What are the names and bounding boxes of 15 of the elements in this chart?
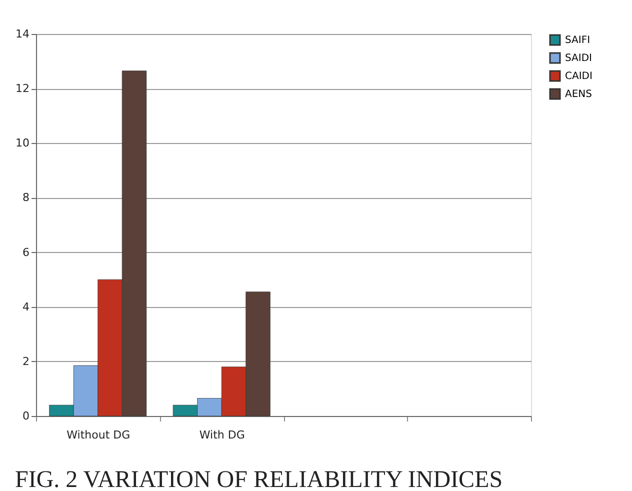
y-tick-label: 6: [22, 246, 30, 259]
legend-label: SAIDI: [565, 53, 592, 64]
legend-label: AENS: [565, 89, 592, 100]
legend-label: SAIFI: [565, 35, 590, 46]
y-tick-label: 12: [16, 82, 30, 96]
y-tick-label: 4: [22, 300, 30, 314]
y-tick-label: 10: [16, 136, 30, 150]
x-tick-label: With DG: [199, 428, 245, 442]
legend-label: CAIDI: [565, 71, 592, 82]
y-tick-label: 14: [16, 28, 30, 40]
x-tick-label: Without DG: [66, 428, 130, 442]
y-tick-label: 0: [22, 410, 30, 422]
text: FIG. 2 VARIATION OF RELIABILITY INDICES: [15, 467, 503, 491]
y-tick-label: 2: [22, 354, 30, 368]
y-tick-label: 8: [22, 191, 30, 204]
